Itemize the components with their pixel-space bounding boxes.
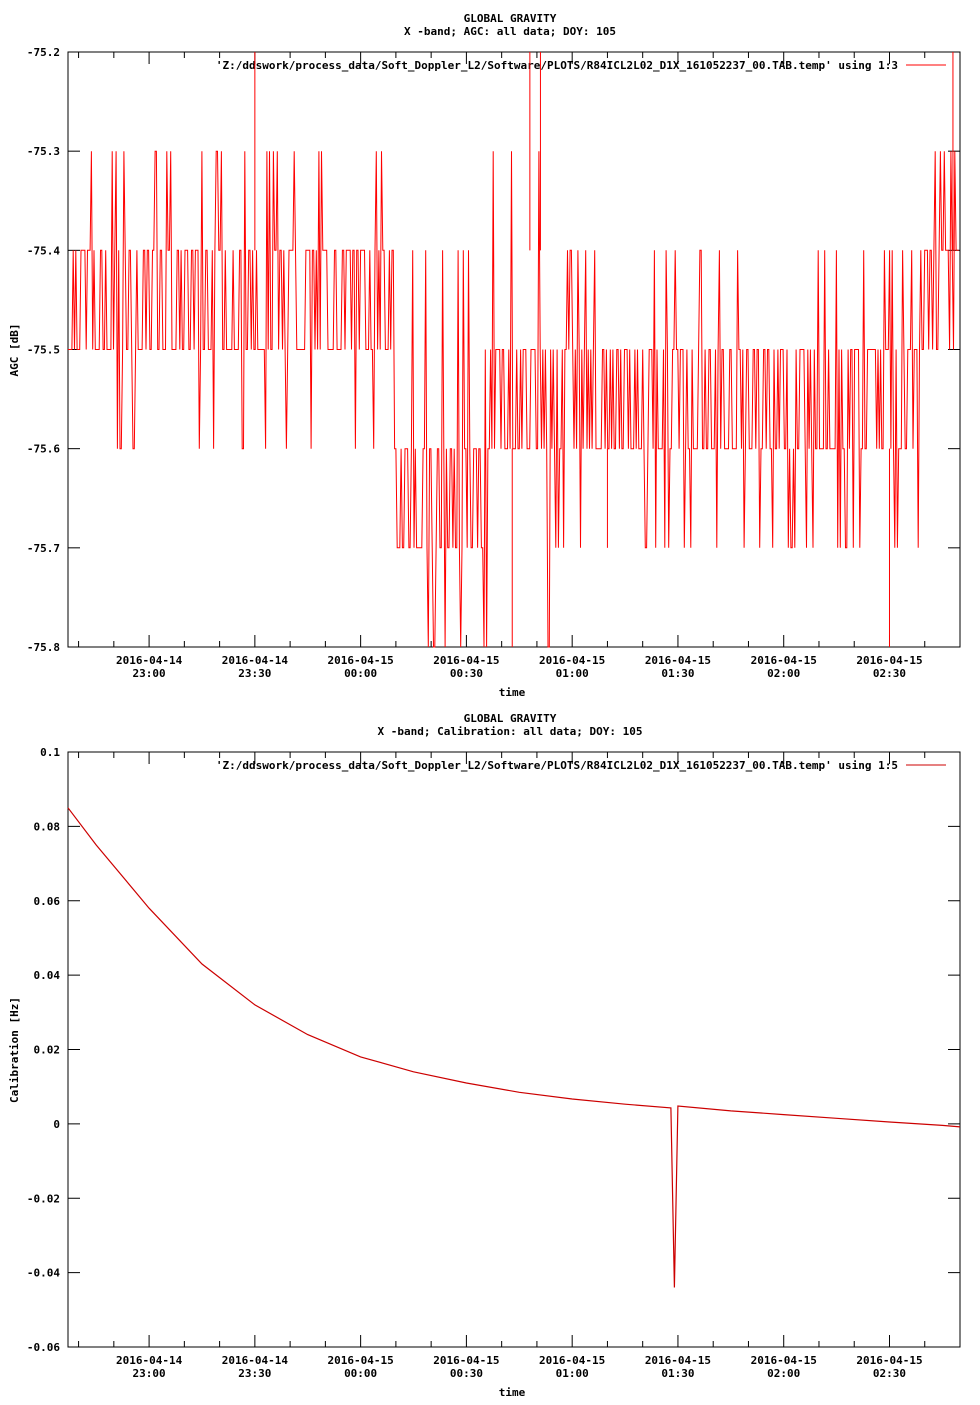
x-tick-label-date: 2016-04-15 xyxy=(856,654,922,667)
x-tick-label-time: 23:30 xyxy=(238,1367,271,1380)
x-tick-label-date: 2016-04-15 xyxy=(539,1354,605,1367)
plot-frame xyxy=(67,51,961,648)
x-tick-label-date: 2016-04-15 xyxy=(433,654,499,667)
x-tick-label-date: 2016-04-15 xyxy=(328,1354,394,1367)
y-tick-label: -75.4 xyxy=(27,244,60,257)
y-tick-label: -0.06 xyxy=(27,1341,60,1354)
x-tick-label-date: 2016-04-14 xyxy=(222,654,289,667)
x-tick-label-time: 00:30 xyxy=(450,667,483,680)
x-tick-label-time: 23:30 xyxy=(238,667,271,680)
x-tick-label-date: 2016-04-14 xyxy=(116,654,183,667)
y-tick-label: -75.8 xyxy=(27,641,60,654)
x-tick-label-time: 00:30 xyxy=(450,1367,483,1380)
x-tick-label-time: 01:00 xyxy=(556,667,589,680)
y-tick-label: -75.7 xyxy=(27,542,60,555)
x-tick-label-date: 2016-04-15 xyxy=(645,1354,711,1367)
x-tick-label-time: 23:00 xyxy=(133,667,166,680)
x-tick-label-date: 2016-04-14 xyxy=(116,1354,183,1367)
x-tick-label-time: 01:00 xyxy=(556,1367,589,1380)
y-tick-label: 0.1 xyxy=(40,746,60,759)
y-tick-label: -0.02 xyxy=(27,1192,60,1205)
y-tick-label: -75.3 xyxy=(27,145,60,158)
x-tick-label-time: 02:30 xyxy=(873,667,906,680)
x-tick-label-date: 2016-04-15 xyxy=(751,1354,817,1367)
x-tick-label-date: 2016-04-15 xyxy=(751,654,817,667)
x-tick-label-date: 2016-04-15 xyxy=(328,654,394,667)
plot-frame xyxy=(67,751,961,1348)
y-tick-label: -0.04 xyxy=(27,1267,60,1280)
y-tick-label: -75.6 xyxy=(27,443,60,456)
y-tick-label: 0.06 xyxy=(34,895,61,908)
y-tick-label: 0.02 xyxy=(34,1044,61,1057)
x-axis-label: time xyxy=(499,1386,526,1399)
legend-label: 'Z:/ddswork/process_data/Soft_Doppler_L2… xyxy=(216,59,898,72)
y-tick-label: -75.5 xyxy=(27,344,60,357)
agc-chart: GLOBAL GRAVITY X -band; AGC: all data; D… xyxy=(8,12,961,699)
x-tick-label-time: 00:00 xyxy=(344,667,377,680)
chart-title: GLOBAL GRAVITY xyxy=(464,712,557,725)
calibration-chart-panel: GLOBAL GRAVITY X -band; Calibration: all… xyxy=(0,700,980,1400)
x-tick-label-date: 2016-04-15 xyxy=(645,654,711,667)
x-tick-label-date: 2016-04-15 xyxy=(856,1354,922,1367)
agc-chart-panel: GLOBAL GRAVITY X -band; AGC: all data; D… xyxy=(0,0,980,700)
x-tick-label-date: 2016-04-15 xyxy=(433,1354,499,1367)
y-tick-label: 0.04 xyxy=(34,969,61,982)
x-tick-label-time: 23:00 xyxy=(133,1367,166,1380)
y-axis-label: AGC [dB] xyxy=(8,324,21,377)
x-tick-label-time: 01:30 xyxy=(661,667,694,680)
x-axis-label: time xyxy=(499,686,526,699)
calibration-series-line xyxy=(67,807,961,1288)
legend-label: 'Z:/ddswork/process_data/Soft_Doppler_L2… xyxy=(216,759,898,772)
y-tick-label: 0 xyxy=(53,1118,60,1131)
y-axis-label: Calibration [Hz] xyxy=(8,997,21,1103)
x-tick-label-time: 02:00 xyxy=(767,667,800,680)
chart-title: GLOBAL GRAVITY xyxy=(464,12,557,25)
agc-series-line xyxy=(68,150,959,648)
x-tick-label-date: 2016-04-15 xyxy=(539,654,605,667)
chart-subtitle: X -band; Calibration: all data; DOY: 105 xyxy=(378,725,643,738)
x-tick-label-time: 02:00 xyxy=(767,1367,800,1380)
chart-subtitle: X -band; AGC: all data; DOY: 105 xyxy=(404,25,616,38)
x-tick-label-time: 02:30 xyxy=(873,1367,906,1380)
x-tick-label-date: 2016-04-14 xyxy=(222,1354,289,1367)
y-tick-label: -75.2 xyxy=(27,46,60,59)
calibration-chart: GLOBAL GRAVITY X -band; Calibration: all… xyxy=(8,712,961,1399)
y-tick-label: 0.08 xyxy=(34,820,61,833)
x-tick-label-time: 00:00 xyxy=(344,1367,377,1380)
x-tick-label-time: 01:30 xyxy=(661,1367,694,1380)
